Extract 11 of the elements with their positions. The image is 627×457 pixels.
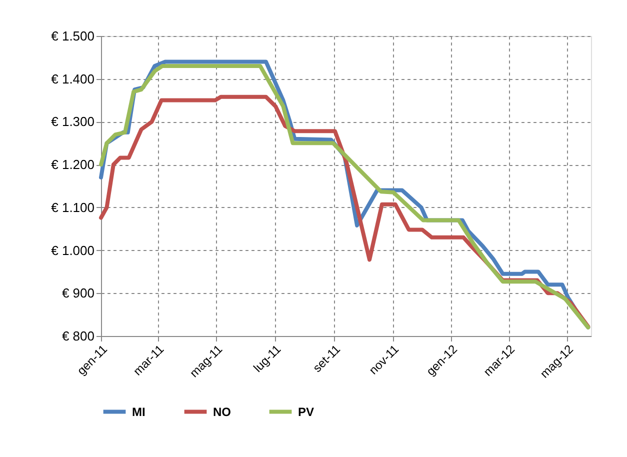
y-tick-label: € 1.000 [51, 242, 94, 258]
legend-label: MI [132, 404, 146, 419]
y-tick-label: € 1.200 [51, 157, 94, 172]
legend-label: PV [298, 404, 314, 419]
y-tick-label: € 1.100 [51, 200, 94, 215]
legend-label: NO [213, 404, 231, 419]
y-tick-label: € 1.400 [51, 71, 94, 86]
y-tick-label: € 900 [62, 286, 94, 301]
y-tick-label: € 800 [62, 328, 94, 344]
y-tick-label: € 1.500 [51, 28, 94, 44]
y-tick-label: € 1.300 [51, 114, 94, 130]
